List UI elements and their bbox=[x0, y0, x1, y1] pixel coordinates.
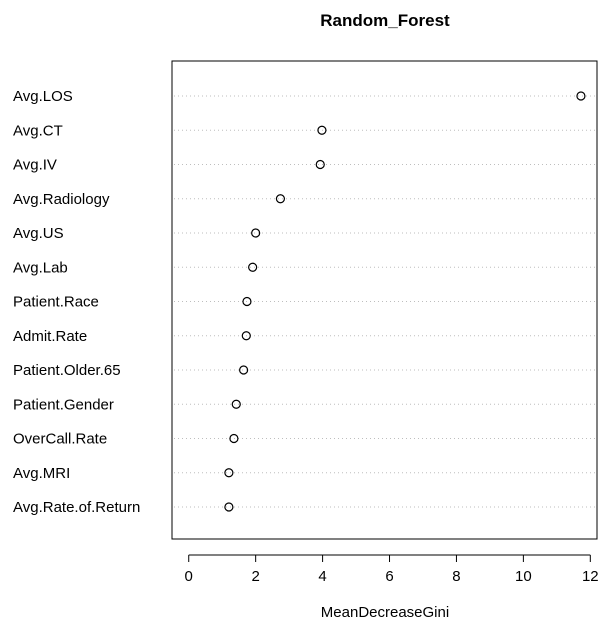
x-tick-label: 8 bbox=[452, 568, 460, 585]
data-point bbox=[232, 400, 240, 408]
x-tick-label: 2 bbox=[251, 568, 259, 585]
category-label: Patient.Gender bbox=[13, 396, 114, 413]
category-label: Avg.Radiology bbox=[13, 191, 110, 208]
grid-lines bbox=[174, 96, 595, 507]
category-label: Avg.US bbox=[13, 225, 64, 242]
data-point bbox=[249, 263, 257, 271]
x-axis-label: MeanDecreaseGini bbox=[321, 604, 449, 621]
category-label: Admit.Rate bbox=[13, 328, 87, 345]
x-tick-label: 10 bbox=[515, 568, 532, 585]
x-tick-label: 0 bbox=[185, 568, 193, 585]
chart-title: Random_Forest bbox=[320, 11, 450, 30]
category-label: Avg.Lab bbox=[13, 259, 68, 276]
x-axis: 0 2 4 6 8 10 12 bbox=[185, 555, 599, 585]
category-label: Patient.Race bbox=[13, 294, 99, 311]
category-label: Avg.MRI bbox=[13, 465, 70, 482]
category-label: Avg.Rate.of.Return bbox=[13, 499, 140, 516]
category-labels: Avg.LOS Avg.CT Avg.IV Avg.Radiology Avg.US Av… bbox=[13, 88, 140, 516]
category-label: Avg.CT bbox=[13, 122, 63, 139]
category-label: Patient.Older.65 bbox=[13, 362, 121, 379]
category-label: Avg.IV bbox=[13, 157, 57, 174]
data-point bbox=[318, 126, 326, 134]
plot-frame bbox=[172, 61, 597, 539]
category-label: OverCall.Rate bbox=[13, 431, 107, 448]
x-tick-label: 4 bbox=[318, 568, 326, 585]
data-point bbox=[316, 161, 324, 169]
x-tick-label: 6 bbox=[385, 568, 393, 585]
data-point bbox=[276, 195, 284, 203]
x-tick-label: 12 bbox=[582, 568, 599, 585]
data-point bbox=[230, 435, 238, 443]
category-label: Avg.LOS bbox=[13, 88, 73, 105]
